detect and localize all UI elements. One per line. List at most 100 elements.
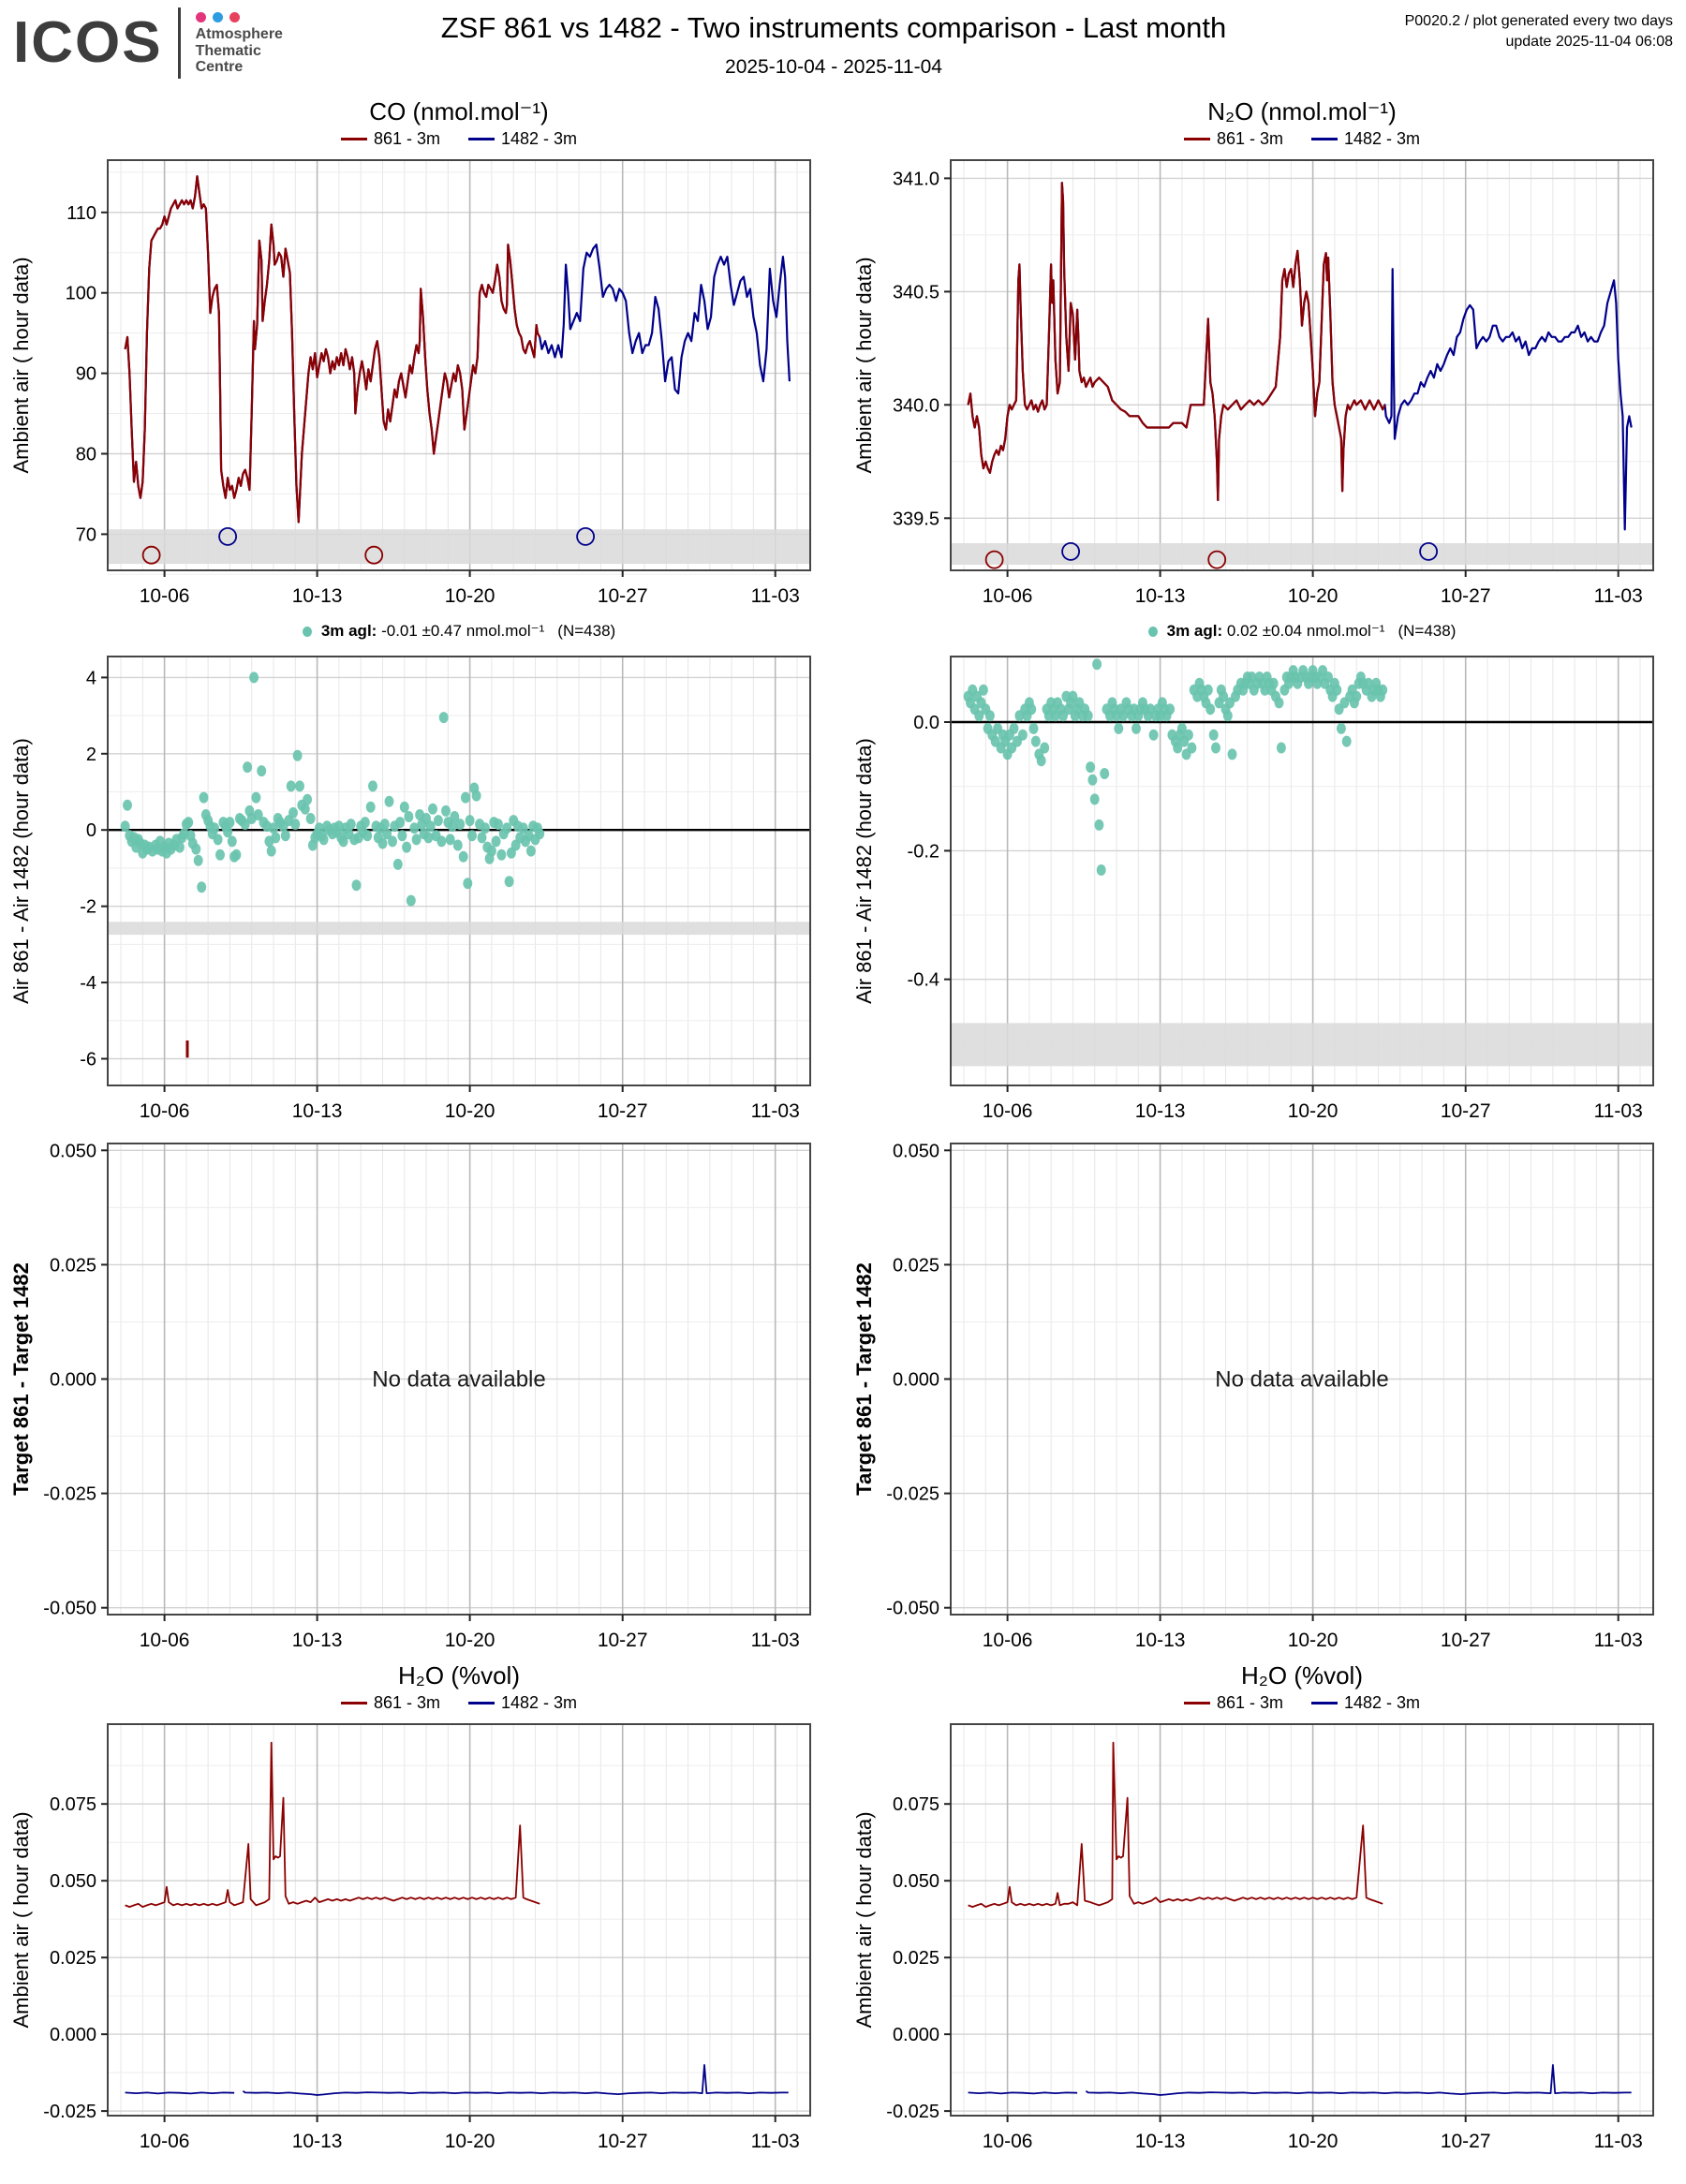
org-line: Atmosphere xyxy=(195,25,283,42)
y-tick-label: 340.5 xyxy=(893,282,939,303)
x-tick-label: 10-06 xyxy=(983,1630,1033,1651)
y-tick-label: 340.0 xyxy=(893,395,939,416)
n2o-diff-stats-legend: 3m agl: 0.02 ±0.04 nmol.mol⁻¹ (N=438) xyxy=(951,617,1653,645)
scatter-dot-icon xyxy=(1147,626,1158,637)
legend-entry: 1482 - 3m xyxy=(468,129,577,149)
co-diff-plot: -6 -4 -2 0 2 4 10-06 10-13 10-20 10-27 11-03 Air 86… xyxy=(9,656,811,1122)
x-tick-label: 11-03 xyxy=(751,1630,800,1651)
legend-line-icon xyxy=(468,138,495,140)
x-tick-label: 10-20 xyxy=(1288,2131,1338,2152)
x-tick-label: 10-13 xyxy=(1135,1630,1186,1651)
x-tick-label: 10-27 xyxy=(1441,1100,1491,1122)
y-axis-label: Ambient air ( hour data) xyxy=(9,257,33,473)
chart-n2o-diff: 3m agl: 0.02 ±0.04 nmol.mol⁻¹ (N=438) -0.4… xyxy=(843,617,1686,1132)
x-tick-label: 11-03 xyxy=(1594,1100,1643,1122)
y-tick-label: 90 xyxy=(76,364,96,385)
y-tick-label: 0.000 xyxy=(893,1370,939,1391)
x-tick-label: 10-06 xyxy=(140,2131,190,2152)
y-tick-label: -0.025 xyxy=(43,2102,96,2122)
update-timestamp: update 2025-11-04 06:08 xyxy=(1505,33,1673,50)
legend-entry: 861 - 3m xyxy=(1183,129,1283,149)
y-tick-label: -0.050 xyxy=(886,1599,939,1619)
y-tick-label: 0.050 xyxy=(50,1141,96,1161)
icos-logo: ICOS Atmosphere Thematic Centre xyxy=(13,7,322,79)
x-tick-label: 10-06 xyxy=(140,1100,190,1122)
icos-logo-text: ICOS xyxy=(13,10,163,75)
y-tick-label: -6 xyxy=(80,1050,96,1070)
logo-org-block: Atmosphere Thematic Centre xyxy=(195,10,283,77)
h2o-left-title: H₂O (%vol) xyxy=(398,1661,520,1690)
y-tick-label: 0.050 xyxy=(893,1141,939,1161)
y-tick-label: 110 xyxy=(67,203,96,224)
page-title: ZSF 861 vs 1482 - Two instruments compar… xyxy=(440,11,1227,44)
n2o-plot: 339.5 340.0 340.5 341.0 10-06 10-13 10-20 10-27… xyxy=(852,159,1654,607)
x-tick-label: 10-20 xyxy=(1288,1100,1338,1122)
x-tick-label: 10-13 xyxy=(1135,585,1186,607)
legend-line-icon xyxy=(1183,138,1210,140)
chart-h2o-right: H₂O (%vol) 861 - 3m 1482 - 3m -0.025 0.000 0.… xyxy=(843,1661,1686,2162)
stats-value: -0.01 ±0.47 nmol.mol⁻¹ xyxy=(381,622,545,640)
x-tick-label: 10-13 xyxy=(1135,2131,1186,2152)
h2o-right-title: H₂O (%vol) xyxy=(1241,1661,1363,1690)
legend-label: 861 - 3m xyxy=(1216,129,1283,148)
y-axis-label: Air 861 - Air 1482 (hour data) xyxy=(9,738,33,1004)
y-tick-label: 0.050 xyxy=(893,1871,939,1892)
logo-dot-icon xyxy=(229,11,240,22)
charts-grid: CO (nmol.mol⁻¹) 861 - 3m 1482 - 3m 70 80 90 10… xyxy=(0,97,1686,2162)
x-tick-label: 10-06 xyxy=(983,585,1033,607)
co-plot: 70 80 90 100 110 10-06 10-13 10-20 10-27 11-03 Amb… xyxy=(9,159,811,607)
legend-line-icon xyxy=(1183,1702,1210,1704)
legend-line-icon xyxy=(1311,1702,1338,1704)
logo-dot-icon xyxy=(212,11,223,22)
y-tick-label: 0.0 xyxy=(913,713,939,733)
y-tick-label: -0.025 xyxy=(886,1484,939,1505)
x-tick-label: 10-06 xyxy=(140,585,190,607)
legend-entry: 1482 - 3m xyxy=(1311,1693,1420,1713)
y-tick-label: 341.0 xyxy=(893,169,939,189)
y-tick-label: 0.050 xyxy=(50,1871,96,1892)
x-tick-label: 10-20 xyxy=(1288,585,1338,607)
y-tick-label: 0.000 xyxy=(893,2025,939,2045)
y-tick-label: -2 xyxy=(80,897,96,918)
logo-dot-icon xyxy=(195,11,206,22)
logo-divider xyxy=(177,7,181,79)
legend-line-icon xyxy=(340,138,367,140)
x-tick-label: 11-03 xyxy=(1594,2131,1643,2152)
y-tick-label: -0.4 xyxy=(908,970,939,991)
h2o-left-plot: -0.025 0.000 0.025 0.050 0.075 10-06 10-13 10-2… xyxy=(9,1723,811,2152)
h2o-left-head: H₂O (%vol) 861 - 3m 1482 - 3m xyxy=(108,1661,810,1713)
y-tick-label: 80 xyxy=(76,445,96,465)
x-tick-label: 10-13 xyxy=(1135,1100,1186,1122)
y-tick-label: 0.000 xyxy=(50,1370,96,1391)
no-data-label: No data available xyxy=(1215,1367,1388,1393)
legend-line-icon xyxy=(340,1702,367,1704)
date-range: 2025-10-04 - 2025-11-04 xyxy=(725,56,942,78)
legend-entry: 861 - 3m xyxy=(340,129,440,149)
h2o-left-legend: 861 - 3m 1482 - 3m xyxy=(108,1693,810,1713)
stats-value: 0.02 ±0.04 nmol.mol⁻¹ xyxy=(1226,622,1385,640)
chart-target-n2o: No data available -0.050 -0.025 0.000 0.025 0… xyxy=(843,1132,1686,1661)
x-tick-label: 11-03 xyxy=(751,585,800,607)
y-axis-label: Target 861 - Target 1482 xyxy=(9,1262,33,1496)
stats-n: (N=438) xyxy=(557,622,616,640)
y-axis-label: Air 861 - Air 1482 (hour data) xyxy=(852,738,876,1004)
x-tick-label: 10-13 xyxy=(292,585,343,607)
y-tick-label: 339.5 xyxy=(893,509,939,529)
x-tick-label: 10-27 xyxy=(598,1630,648,1651)
legend-label: 1482 - 3m xyxy=(1344,129,1421,148)
x-tick-label: 10-13 xyxy=(292,2131,343,2152)
y-tick-label: -4 xyxy=(80,973,96,994)
x-tick-label: 10-06 xyxy=(983,1100,1033,1122)
co-title: CO (nmol.mol⁻¹) xyxy=(369,97,549,125)
y-tick-label: -0.025 xyxy=(886,2102,939,2122)
org-line: Centre xyxy=(195,59,244,76)
x-tick-label: 10-13 xyxy=(292,1630,343,1651)
chart-co: CO (nmol.mol⁻¹) 861 - 3m 1482 - 3m 70 80 90 10… xyxy=(0,97,843,617)
y-tick-label: 4 xyxy=(86,668,96,688)
n2o-legend: 861 - 3m 1482 - 3m xyxy=(951,129,1653,149)
y-axis-label: Ambient air ( hour data) xyxy=(852,1811,876,2028)
chart-h2o-left: H₂O (%vol) 861 - 3m 1482 - 3m -0.025 0.000 0.… xyxy=(0,1661,843,2162)
legend-label: 861 - 3m xyxy=(1216,1693,1283,1712)
chart-target-co: No data available -0.050 -0.025 0.000 0.025 0… xyxy=(0,1132,843,1661)
